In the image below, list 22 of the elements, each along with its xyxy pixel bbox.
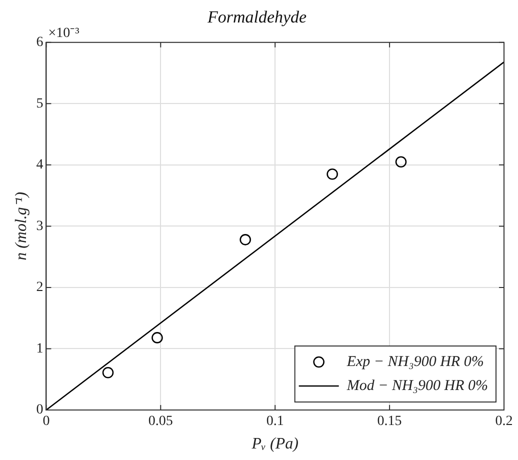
x-tick-label: 0.1 [266, 414, 284, 430]
point [152, 332, 163, 344]
legend-label: Exp − NH₃900 HR 0% [346, 354, 484, 370]
y-tick-label: 0 [36, 402, 44, 418]
y-tick-label: 3 [36, 218, 44, 234]
y-tick-label: 2 [36, 280, 44, 296]
y-tick-label: 4 [36, 158, 44, 173]
point [395, 156, 407, 168]
y-axis-title: n (mol.g⁻¹) [12, 192, 30, 260]
text: ×10⁻³ [48, 26, 80, 42]
x-tick-label: 0.15 [377, 414, 402, 430]
y-tick-label: 6 [36, 35, 44, 50]
y-tick-label: 1 [36, 341, 44, 356]
legend-label: Mod − NH₃900 HR 0% [346, 378, 488, 394]
point [240, 234, 251, 246]
y-tick-label: 5 [36, 96, 44, 112]
point [326, 168, 338, 180]
point [102, 366, 114, 378]
x-axis-title: Pᵥ (Pa) [250, 436, 298, 453]
x-tick-label: 0.2 [495, 414, 513, 430]
chart-title: Formaldehyde [206, 8, 308, 27]
x-tick-label: 0.05 [148, 414, 173, 430]
